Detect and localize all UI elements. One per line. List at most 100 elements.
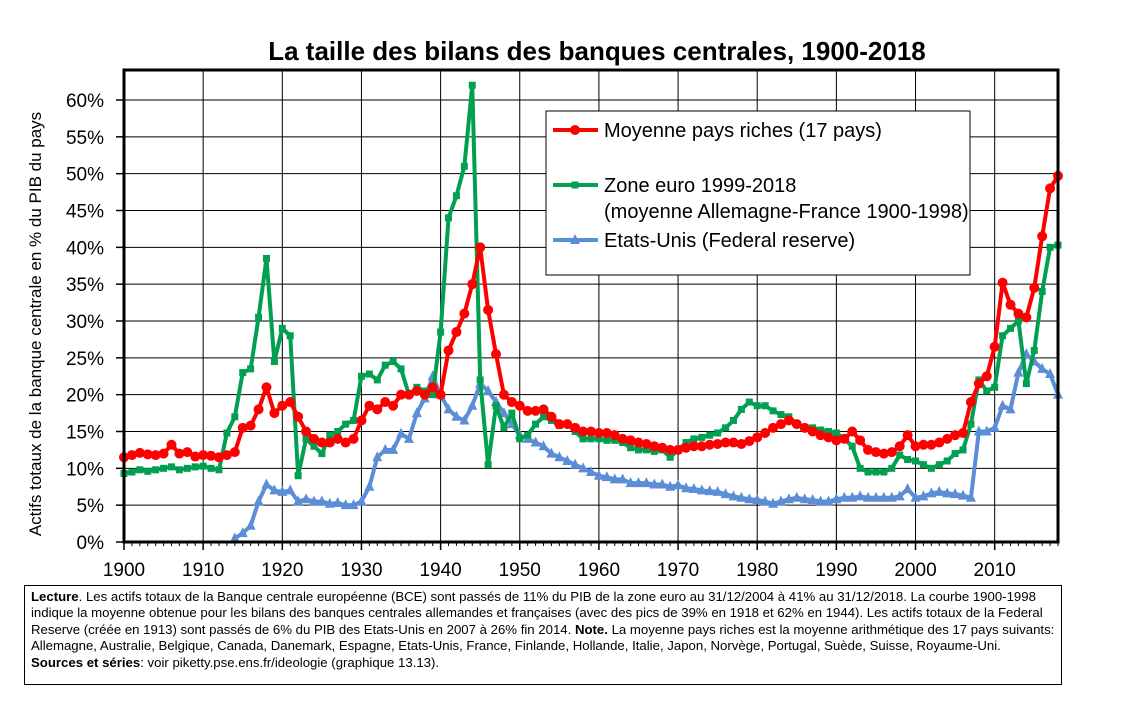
data-point — [1045, 368, 1056, 379]
data-point — [848, 442, 856, 450]
data-point — [199, 462, 207, 470]
x-tick-label: 1920 — [261, 560, 303, 581]
data-point — [206, 450, 217, 461]
data-point — [506, 397, 517, 408]
data-point — [316, 495, 327, 506]
data-point — [760, 427, 771, 438]
data-point — [680, 442, 691, 453]
data-point — [571, 181, 579, 189]
data-point — [603, 436, 611, 444]
data-point — [1037, 362, 1048, 373]
data-point — [609, 430, 620, 441]
y-tick-label: 5% — [77, 496, 105, 517]
data-point — [144, 467, 152, 475]
data-point — [973, 425, 984, 436]
data-point — [870, 491, 881, 502]
data-point — [562, 454, 573, 465]
data-point — [191, 463, 199, 471]
data-point — [175, 466, 183, 474]
data-point — [388, 400, 399, 411]
data-point — [690, 435, 698, 443]
data-point — [712, 439, 723, 450]
x-tick-label: 1930 — [340, 560, 382, 581]
data-point — [926, 487, 937, 498]
data-point — [310, 442, 318, 450]
data-point — [364, 480, 375, 491]
data-point — [688, 482, 699, 493]
data-point — [934, 485, 945, 496]
data-point — [736, 439, 747, 450]
x-tick-label: 1940 — [419, 560, 461, 581]
data-point — [411, 407, 422, 418]
data-point — [403, 432, 414, 443]
data-point — [927, 464, 935, 472]
data-point — [839, 433, 850, 444]
data-point — [532, 420, 540, 428]
data-point — [443, 345, 454, 356]
data-point — [389, 358, 397, 366]
data-point — [918, 439, 929, 450]
data-point — [1045, 183, 1056, 194]
data-point — [516, 435, 524, 443]
data-point — [301, 426, 312, 437]
data-point — [380, 397, 391, 408]
data-point — [959, 446, 967, 454]
data-point — [554, 419, 565, 430]
data-point — [989, 421, 1000, 432]
data-point — [760, 495, 771, 506]
data-point — [989, 341, 1000, 352]
y-tick-label: 60% — [66, 91, 104, 112]
legend-item: Etats-Unis (Federal reserve) — [553, 230, 855, 252]
data-point — [468, 81, 476, 89]
data-point — [673, 444, 684, 455]
data-point — [316, 437, 327, 448]
data-point — [593, 469, 604, 480]
data-point — [753, 402, 761, 410]
data-point — [522, 405, 533, 416]
caption-note: Lecture. Les actifs totaux de la Banque … — [24, 585, 1062, 685]
y-tick-label: 10% — [66, 459, 104, 480]
legend-box — [545, 110, 971, 276]
x-tick-label: 1900 — [103, 560, 145, 581]
data-point — [570, 422, 581, 433]
data-point — [435, 389, 446, 400]
data-point — [403, 389, 414, 400]
data-point — [872, 468, 880, 476]
data-point — [451, 327, 462, 338]
chart-area: La taille des bilans des banques central… — [26, 36, 1063, 581]
data-point — [886, 491, 897, 502]
data-point — [293, 411, 304, 422]
legend-label: Moyenne pays riches (17 pays) — [604, 120, 882, 142]
data-point — [918, 490, 929, 501]
y-tick-label: 55% — [66, 128, 104, 149]
data-point — [1021, 312, 1032, 323]
data-point — [427, 382, 438, 393]
data-point — [768, 422, 779, 433]
data-point — [1005, 403, 1016, 414]
data-point — [277, 485, 288, 496]
data-point — [221, 450, 232, 461]
data-point — [864, 468, 872, 476]
data-point — [530, 405, 541, 416]
data-point — [950, 488, 961, 499]
data-point — [381, 361, 389, 369]
data-point — [207, 464, 215, 472]
data-point — [657, 478, 668, 489]
data-point — [308, 495, 319, 506]
data-point — [324, 497, 335, 508]
legend-label: Zone euro 1999-2018 (moyenne Allemagne-Fr… — [604, 175, 969, 223]
data-point — [729, 416, 737, 424]
data-point — [500, 424, 508, 432]
data-point — [1037, 231, 1048, 242]
data-point — [847, 426, 858, 437]
data-point — [965, 491, 976, 502]
data-point — [1005, 299, 1016, 310]
lecture-text: . Les actifs totaux de la Banque central… — [31, 589, 1043, 637]
data-point — [839, 491, 850, 502]
data-point — [190, 451, 201, 462]
data-point — [237, 422, 248, 433]
data-point — [245, 420, 256, 431]
data-point — [863, 491, 874, 502]
data-point — [832, 429, 840, 437]
data-point — [919, 461, 927, 469]
